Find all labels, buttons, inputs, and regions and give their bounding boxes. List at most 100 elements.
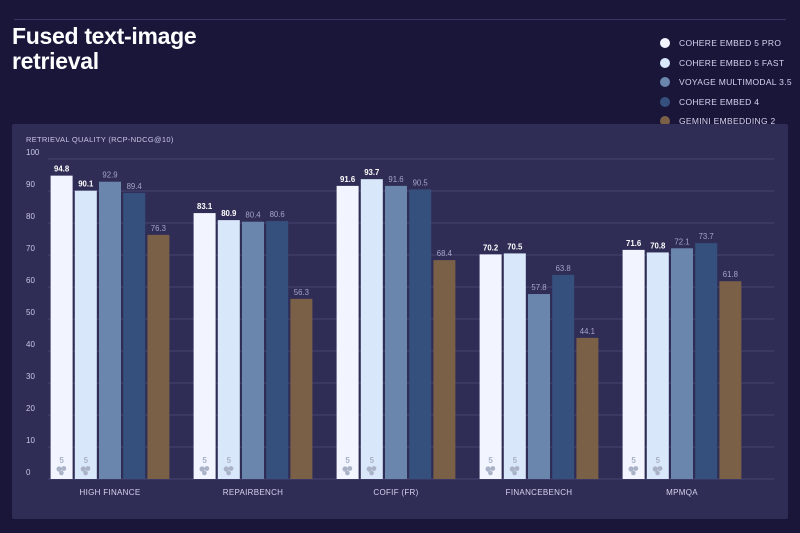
bar-mark-icon <box>59 470 64 476</box>
bar-value-label: 91.6 <box>340 175 356 184</box>
legend-item: GEMINI EMBEDDING 2 <box>660 112 792 130</box>
y-tick-label: 90 <box>26 180 35 189</box>
bar <box>193 213 216 479</box>
bar-value-label: 73.7 <box>699 232 714 241</box>
bar-mark-icon <box>628 466 634 472</box>
bar-mark-icon <box>347 466 353 471</box>
bar-value-label: 57.8 <box>531 283 546 292</box>
legend-item: COHERE EMBED 5 PRO <box>660 34 792 52</box>
bar-mark-icon <box>514 466 520 471</box>
bar-mark-icon <box>633 466 639 471</box>
bar-value-label: 80.6 <box>270 210 285 219</box>
bar-mark-icon <box>228 466 234 471</box>
bar-mark-label: 5 <box>202 456 207 465</box>
y-axis-label: RETRIEVAL QUALITY (RCP-NDCG@10) <box>26 135 174 144</box>
bar-mark-icon <box>366 466 372 472</box>
legend-label: VOYAGE MULTIMODAL 3.5 <box>679 77 792 88</box>
legend-swatch-icon <box>660 77 670 88</box>
bar-value-label: 70.8 <box>650 241 666 250</box>
bar-mark-icon <box>631 470 636 476</box>
bar <box>479 254 502 479</box>
bar-value-label: 80.4 <box>245 211 261 220</box>
bar-value-label: 68.4 <box>437 249 453 258</box>
y-tick-label: 30 <box>26 372 35 381</box>
x-tick-label: FINANCEBENCH <box>506 488 573 497</box>
legend-label: COHERE EMBED 5 PRO <box>679 38 782 48</box>
bar <box>719 281 742 479</box>
bar <box>695 243 718 479</box>
bar <box>217 220 240 479</box>
bar-mark-icon <box>342 466 348 472</box>
bar <box>671 248 693 479</box>
bar <box>646 252 669 479</box>
bar-mark-label: 5 <box>631 456 636 465</box>
legend-swatch-icon <box>660 57 670 68</box>
y-tick-label: 80 <box>26 212 35 221</box>
bar-mark-icon <box>485 466 491 472</box>
legend-label: COHERE EMBED 4 <box>679 96 760 107</box>
bar <box>360 179 383 479</box>
bar-mark-icon <box>652 466 658 472</box>
bar-chart: RETRIEVAL QUALITY (RCP-NDCG@10) 0 10 20 30 40… <box>26 135 774 497</box>
bar <box>242 221 264 479</box>
chart-panel: RETRIEVAL QUALITY (RCP-NDCG@10) 0 10 20 30 40… <box>12 124 788 519</box>
bar <box>266 221 289 479</box>
bar-value-label: 91.6 <box>388 175 403 184</box>
bar-value-label: 93.7 <box>364 168 379 177</box>
legend-item: COHERE EMBED 4 <box>660 93 792 111</box>
legend-swatch-icon <box>660 116 670 127</box>
bar-value-label: 94.8 <box>54 165 70 174</box>
y-tick-label: 20 <box>26 404 35 413</box>
bar-mark-label: 5 <box>59 456 64 465</box>
legend-label: COHERE EMBED 5 FAST <box>679 57 785 68</box>
bar-mark-icon <box>56 466 62 472</box>
bar-mark-label: 5 <box>656 456 661 465</box>
legend-item: COHERE EMBED 5 FAST <box>660 54 792 72</box>
bar-mark-icon <box>488 470 493 476</box>
bar <box>99 181 121 479</box>
bar-value-label: 44.1 <box>580 327 595 336</box>
bar <box>74 190 97 479</box>
bar-value-label: 71.6 <box>626 239 642 248</box>
bar-mark-icon <box>490 466 496 471</box>
legend-swatch-icon <box>660 38 670 48</box>
bar <box>528 294 550 479</box>
bar-mark-label: 5 <box>227 456 232 465</box>
bar-mark-icon <box>657 466 663 471</box>
bar-mark-icon <box>223 466 229 472</box>
top-divider <box>14 19 786 20</box>
y-tick-label: 60 <box>26 276 35 285</box>
bar-mark-icon <box>202 470 207 476</box>
bar-value-label: 61.8 <box>723 270 738 279</box>
bar-mark-label: 5 <box>345 456 350 465</box>
bar-value-label: 63.8 <box>556 264 571 273</box>
x-tick-label: COFIF (FR) <box>373 488 418 497</box>
legend-item: VOYAGE MULTIMODAL 3.5 <box>660 73 792 91</box>
y-tick-label: 10 <box>26 436 35 445</box>
bar <box>290 298 313 479</box>
bar-mark-label: 5 <box>84 456 89 465</box>
bar-value-label: 56.3 <box>294 288 309 297</box>
bar <box>576 337 599 479</box>
chart-legend: COHERE EMBED 5 PRO COHERE EMBED 5 FAST VOY… <box>660 34 792 132</box>
bar-mark-icon <box>226 470 231 476</box>
bar-mark-icon <box>371 466 377 471</box>
bar <box>336 185 359 479</box>
legend-label: GEMINI EMBEDDING 2 <box>679 116 776 127</box>
bar-mark-icon <box>512 470 517 476</box>
bar-mark-icon <box>345 470 350 476</box>
bar-mark-icon <box>83 470 88 476</box>
bar-mark-label: 5 <box>513 456 518 465</box>
bar <box>409 189 432 479</box>
bar-mark-icon <box>85 466 91 471</box>
bar-mark-label: 5 <box>488 456 493 465</box>
bar <box>552 274 575 479</box>
bar <box>385 185 407 479</box>
x-tick-label: HIGH FINANCE <box>80 488 141 497</box>
bar-mark-icon <box>509 466 515 472</box>
bar-value-label: 89.4 <box>127 182 143 191</box>
bar-mark-icon <box>204 466 210 471</box>
bar-mark-icon <box>80 466 86 472</box>
bar-value-label: 70.5 <box>507 242 523 251</box>
y-tick-label: 70 <box>26 244 35 253</box>
